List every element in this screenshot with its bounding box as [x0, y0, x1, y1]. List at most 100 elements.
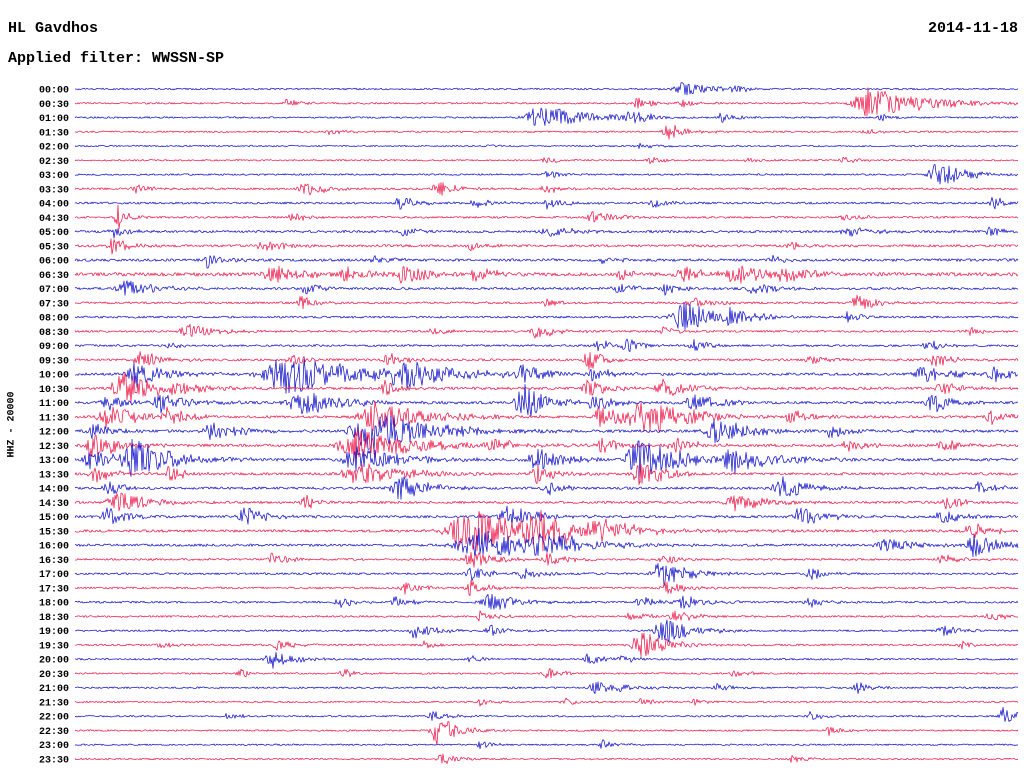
trace-row — [74, 254, 1019, 269]
trace-row — [74, 197, 1019, 210]
trace-row — [74, 505, 1019, 528]
trace-row — [74, 401, 1019, 433]
trace-row — [74, 438, 1019, 483]
time-label: 22:00 — [39, 713, 69, 724]
trace-row — [74, 527, 1019, 558]
trace-row — [74, 721, 1019, 746]
time-label: 20:30 — [39, 670, 69, 681]
trace-row — [74, 107, 1019, 126]
time-label: 18:00 — [39, 599, 69, 610]
station-title: HL Gavdhos — [8, 20, 99, 37]
time-label: 21:00 — [39, 684, 69, 695]
trace-row — [74, 463, 1019, 485]
trace-row — [74, 372, 1019, 404]
trace-row — [74, 280, 1019, 296]
trace-row — [74, 563, 1019, 587]
time-label: 13:30 — [39, 470, 69, 481]
time-label: 15:30 — [39, 527, 69, 538]
trace-row — [74, 182, 1019, 196]
time-label: 23:00 — [39, 741, 69, 752]
time-label: 08:00 — [39, 314, 69, 325]
trace-row — [74, 753, 1019, 764]
time-label: 19:30 — [39, 641, 69, 652]
time-label: 01:00 — [39, 114, 69, 125]
trace-row — [74, 667, 1019, 679]
trace-row — [74, 697, 1019, 707]
time-label: 20:00 — [39, 656, 69, 667]
trace-row — [74, 204, 1019, 230]
trace-row — [74, 265, 1019, 284]
trace-row — [74, 476, 1019, 500]
time-label: 06:00 — [39, 257, 69, 268]
time-label: 03:30 — [39, 185, 69, 196]
time-label: 07:00 — [39, 285, 69, 296]
time-label: 01:30 — [39, 128, 69, 139]
time-label: 10:30 — [39, 385, 69, 396]
time-label: 02:30 — [39, 157, 69, 168]
trace-row — [74, 82, 1019, 96]
trace-row — [74, 632, 1019, 657]
time-label: 08:30 — [39, 328, 69, 339]
time-label: 02:00 — [39, 143, 69, 154]
time-label: 06:30 — [39, 271, 69, 282]
time-label: 12:00 — [39, 428, 69, 439]
time-label: 17:30 — [39, 584, 69, 595]
trace-row — [74, 124, 1019, 140]
trace-row — [74, 323, 1019, 339]
trace-row — [74, 551, 1019, 568]
trace-row — [74, 429, 1019, 462]
time-label: 19:00 — [39, 627, 69, 638]
trace-row — [74, 580, 1019, 597]
trace-row — [74, 593, 1019, 610]
trace-row — [74, 226, 1019, 239]
time-label: 14:30 — [39, 499, 69, 510]
trace-row — [74, 415, 1019, 452]
trace-row — [74, 610, 1019, 622]
trace-row — [74, 156, 1019, 165]
time-label: 17:00 — [39, 570, 69, 581]
time-label: 07:30 — [39, 299, 69, 310]
trace-row — [74, 294, 1019, 310]
time-label: 04:30 — [39, 214, 69, 225]
time-label: 14:00 — [39, 485, 69, 496]
time-label: 00:30 — [39, 100, 69, 111]
time-label: 16:00 — [39, 542, 69, 553]
time-label: 03:00 — [39, 171, 69, 182]
time-label: 05:30 — [39, 242, 69, 253]
time-label: 11:00 — [39, 399, 69, 410]
trace-row — [75, 238, 1019, 255]
trace-row — [74, 510, 1019, 552]
time-label: 09:00 — [39, 342, 69, 353]
trace-row — [74, 164, 1019, 185]
time-label: 04:00 — [39, 200, 69, 211]
time-label: 00:00 — [39, 86, 69, 97]
time-label: 13:00 — [39, 456, 69, 467]
trace-row — [74, 301, 1019, 330]
time-label: 16:30 — [39, 556, 69, 567]
time-label: 18:30 — [39, 613, 69, 624]
trace-row — [74, 739, 1019, 750]
trace-row — [74, 619, 1019, 643]
trace-row — [74, 351, 1019, 370]
time-label: 09:30 — [39, 356, 69, 367]
trace-row — [75, 707, 1019, 722]
time-label: 05:00 — [39, 228, 69, 239]
trace-row — [74, 87, 1019, 117]
trace-row — [74, 142, 1019, 149]
time-label: 15:00 — [39, 513, 69, 524]
trace-row — [74, 492, 1019, 512]
time-label: 23:30 — [39, 756, 69, 767]
time-label: 10:00 — [39, 371, 69, 382]
trace-row — [74, 384, 1019, 417]
time-label: 21:30 — [39, 699, 69, 710]
time-label: 12:30 — [39, 442, 69, 453]
trace-row — [74, 681, 1019, 695]
date-label: 2014-11-18 — [927, 20, 1018, 37]
trace-row — [75, 652, 1019, 669]
trace-row — [74, 358, 1018, 394]
filter-label: Applied filter: WWSSN-SP — [8, 50, 225, 67]
time-label: 22:30 — [39, 727, 69, 738]
trace-row — [74, 338, 1019, 352]
time-label: 11:30 — [39, 413, 69, 424]
